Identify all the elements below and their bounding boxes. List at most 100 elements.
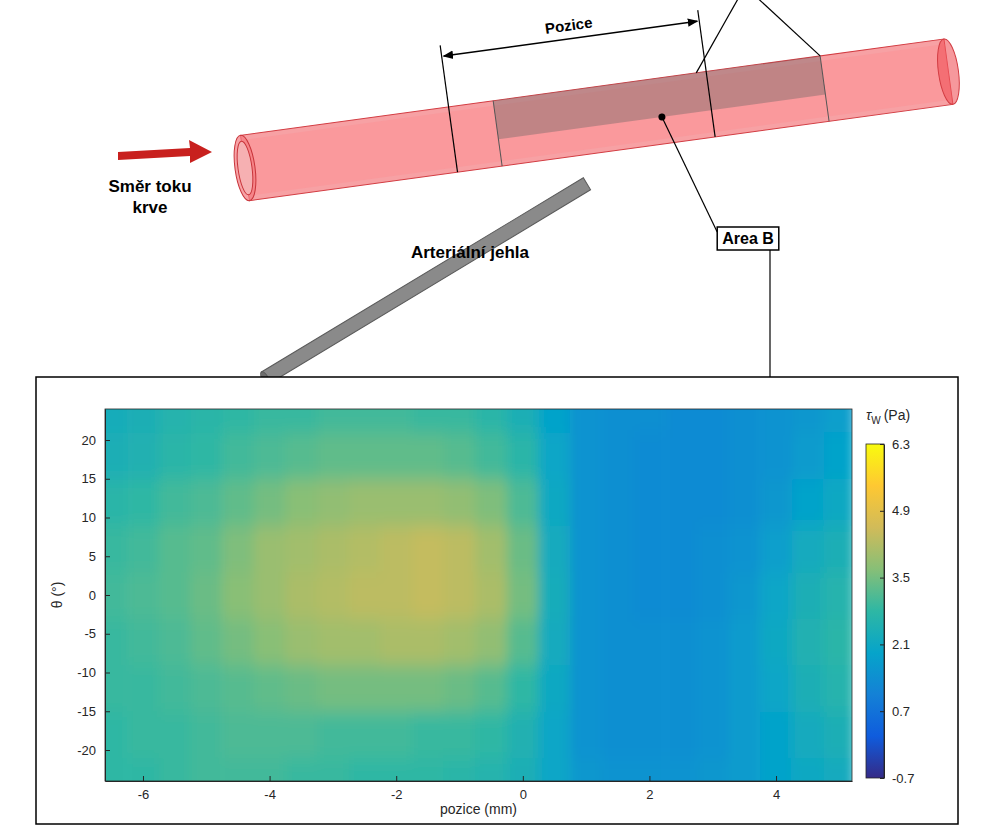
area-label: Area B xyxy=(717,227,779,250)
cell xyxy=(570,711,602,758)
tick: -6 xyxy=(138,776,150,802)
cell xyxy=(412,432,444,479)
area-label-box xyxy=(717,227,779,250)
cell xyxy=(824,432,852,479)
needle xyxy=(259,178,591,386)
cell xyxy=(380,479,412,526)
cell xyxy=(190,479,222,526)
cell xyxy=(760,758,792,781)
cell xyxy=(602,758,634,781)
cell xyxy=(729,665,761,712)
cell xyxy=(254,432,286,479)
cell xyxy=(285,618,317,665)
cell xyxy=(697,409,729,433)
tick: -10 xyxy=(77,665,110,680)
plot-area xyxy=(105,409,852,781)
tick-label: -6 xyxy=(138,787,150,802)
cell xyxy=(475,525,507,572)
cell xyxy=(222,572,254,619)
cell xyxy=(190,711,222,758)
cell xyxy=(380,572,412,619)
tick-mark xyxy=(105,556,110,557)
tick-mark xyxy=(105,595,110,596)
cell xyxy=(317,409,349,433)
cell xyxy=(285,479,317,526)
cell xyxy=(697,758,729,781)
cell xyxy=(824,409,852,433)
cell xyxy=(190,432,222,479)
cell xyxy=(824,665,852,712)
cell xyxy=(105,432,128,479)
vessel-opening xyxy=(231,134,260,202)
cell xyxy=(824,525,852,572)
cell xyxy=(412,758,444,781)
cell xyxy=(824,758,852,781)
cell xyxy=(317,479,349,526)
cell xyxy=(159,572,191,619)
cell xyxy=(539,618,571,665)
cell xyxy=(349,618,381,665)
cell xyxy=(665,409,697,433)
cell xyxy=(127,432,159,479)
cell xyxy=(444,409,476,433)
cell xyxy=(697,618,729,665)
cell xyxy=(570,525,602,572)
cell xyxy=(222,711,254,758)
cell xyxy=(792,572,824,619)
cell xyxy=(539,711,571,758)
cell xyxy=(159,409,191,433)
cell xyxy=(634,432,666,479)
tick: 2 xyxy=(646,776,653,802)
tick-label: -5 xyxy=(84,626,96,641)
tick: 6.3 xyxy=(880,437,910,452)
cell xyxy=(665,525,697,572)
cell xyxy=(105,665,128,712)
cell xyxy=(475,572,507,619)
cell xyxy=(570,479,602,526)
cell xyxy=(159,665,191,712)
cell xyxy=(760,572,792,619)
tick-mark xyxy=(396,776,397,781)
cell xyxy=(729,409,761,433)
area-edge xyxy=(820,56,829,121)
cell xyxy=(760,409,792,433)
tick-label: 4.9 xyxy=(892,503,910,518)
cell xyxy=(412,618,444,665)
cell xyxy=(729,711,761,758)
tick-label: 0 xyxy=(89,588,96,603)
cell xyxy=(159,479,191,526)
cell xyxy=(507,665,539,712)
cell xyxy=(254,572,286,619)
cell xyxy=(254,711,286,758)
cell xyxy=(380,665,412,712)
tick-label: 4 xyxy=(773,787,780,802)
cell xyxy=(697,479,729,526)
tick-label: 2 xyxy=(646,787,653,802)
tick-mark xyxy=(523,776,524,781)
tick: 4.9 xyxy=(880,503,910,518)
tick: 3.5 xyxy=(880,570,910,585)
cell xyxy=(729,479,761,526)
cell xyxy=(349,711,381,758)
cell xyxy=(159,758,191,781)
cell xyxy=(507,758,539,781)
cell xyxy=(105,711,128,758)
cell xyxy=(507,432,539,479)
cell xyxy=(222,432,254,479)
cell xyxy=(127,572,159,619)
cell xyxy=(444,525,476,572)
cell xyxy=(285,758,317,781)
cell xyxy=(697,572,729,619)
colorbar-unit: (Pa) xyxy=(884,407,910,423)
cell xyxy=(412,525,444,572)
tick: 20 xyxy=(82,433,110,448)
cell xyxy=(159,525,191,572)
vessel-end xyxy=(934,38,963,106)
cell xyxy=(444,711,476,758)
cell xyxy=(760,479,792,526)
tick-label: -2 xyxy=(391,787,403,802)
cell xyxy=(792,525,824,572)
colorbar-axis: -0.70.72.13.54.96.3 xyxy=(880,437,914,786)
cell xyxy=(729,572,761,619)
tick-mark xyxy=(105,479,110,480)
